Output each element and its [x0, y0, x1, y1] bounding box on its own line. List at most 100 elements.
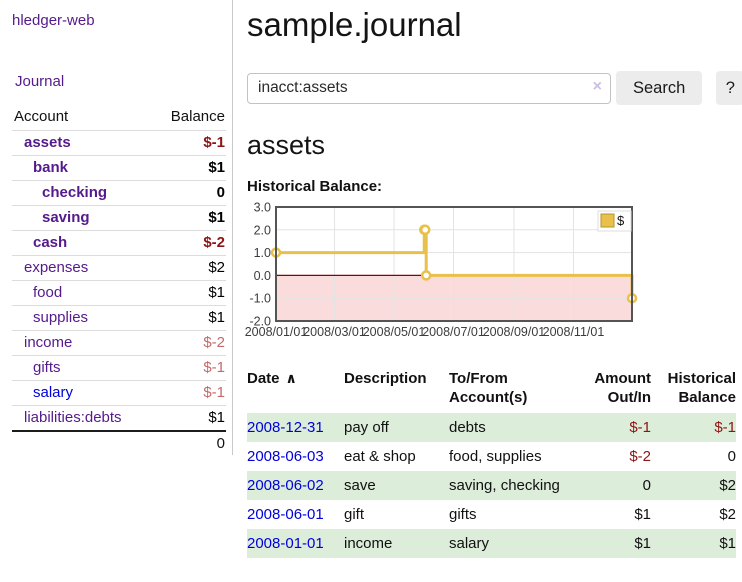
register-header-date[interactable]: Date ∧	[247, 370, 297, 387]
y-tick-label: -2.0	[249, 315, 271, 329]
register-accounts-cell: food, supplies	[449, 448, 542, 465]
account-balance: $1	[152, 280, 226, 306]
register-header-balance: Historical Balance	[667, 370, 736, 406]
account-name-cell: assets	[12, 130, 153, 156]
y-tick-label: 1.0	[254, 246, 271, 260]
register-row: 2008-06-02 save saving, checking 0 $2	[247, 471, 736, 500]
register-description-cell: save	[344, 477, 376, 494]
x-tick-label: 2008/01/01	[245, 325, 308, 339]
account-name-cell: salary	[12, 380, 153, 406]
register-row: 2008-06-01 gift gifts $1 $2	[247, 500, 736, 529]
register-balance-cell: 0	[727, 448, 736, 465]
x-tick-label: 2008/07/01	[422, 325, 485, 339]
accounts-table: Account Balance assets $-1 bank $1 checking 0…	[12, 104, 226, 455]
account-row: bank $1	[12, 155, 226, 181]
sort-asc-icon: ∧	[285, 370, 297, 386]
account-row: checking 0	[12, 180, 226, 206]
register-accounts-cell: debts	[449, 419, 486, 436]
brand-link[interactable]: hledger-web	[12, 12, 95, 29]
register-description-cell: pay off	[344, 419, 389, 436]
account-link-food[interactable]: food	[33, 284, 63, 301]
account-row: income $-2	[12, 330, 226, 356]
account-row: liabilities:debts $1	[12, 405, 226, 431]
transaction-date-link[interactable]: 2008-06-01	[247, 506, 324, 523]
register-header-description: Description	[344, 370, 427, 387]
account-link-cash[interactable]: cash	[33, 234, 68, 251]
account-row: salary $-1	[12, 380, 226, 406]
search-button[interactable]: Search	[616, 71, 703, 105]
account-row: expenses $2	[12, 255, 226, 281]
register-accounts-cell: saving, checking	[449, 477, 560, 494]
account-link-liabilities-debts[interactable]: liabilities:debts	[24, 409, 122, 426]
account-link-gifts[interactable]: gifts	[33, 359, 61, 376]
register-date-cell: 2008-12-31	[247, 413, 344, 442]
app-brand: hledger-web	[12, 12, 232, 29]
register-row: 2008-12-31 pay off debts $-1 $-1	[247, 413, 736, 442]
register-row: 2008-06-03 eat & shop food, supplies $-2 0	[247, 442, 736, 471]
account-name-cell: liabilities:debts	[12, 405, 153, 431]
account-link-income[interactable]: income	[24, 334, 73, 351]
account-balance: $1	[152, 405, 226, 431]
accounts-total-value: 0	[152, 430, 226, 455]
account-name-cell: bank	[12, 155, 153, 181]
account-balance: $1	[152, 305, 226, 331]
x-tick-label: 2008/05/01	[363, 325, 426, 339]
app-root: hledger-web Journal Account Balance asse…	[12, 0, 742, 558]
account-link-expenses[interactable]: expenses	[24, 259, 89, 276]
account-balance: $-2	[152, 230, 226, 256]
register-amount-cell: $1	[634, 535, 651, 552]
legend-swatch	[600, 213, 615, 228]
account-name-cell: expenses	[12, 255, 153, 281]
transaction-date-link[interactable]: 2008-12-31	[247, 419, 324, 436]
account-name-cell: checking	[12, 180, 153, 206]
transaction-date-link[interactable]: 2008-01-01	[247, 535, 324, 552]
help-button[interactable]: ?	[716, 71, 742, 105]
account-link-checking[interactable]: checking	[42, 184, 108, 201]
x-tick-label: 2008/09/01	[483, 325, 546, 339]
y-tick-label: -1.0	[249, 292, 271, 306]
legend-label: $	[617, 213, 625, 228]
main-content: sample.journal × Search ? assets Histori…	[233, 0, 742, 558]
register-amount-cell: $-1	[629, 419, 651, 436]
data-point[interactable]	[419, 224, 431, 236]
account-row: gifts $-1	[12, 355, 226, 381]
y-tick-label: 3.0	[254, 201, 271, 215]
account-balance: $-1	[152, 130, 226, 156]
account-balance: 0	[152, 180, 226, 206]
y-tick-label: 0.0	[254, 269, 271, 283]
account-balance: $-2	[152, 330, 226, 356]
search-input[interactable]	[247, 72, 611, 104]
sidebar-item-journal[interactable]: Journal	[15, 73, 65, 90]
account-link-saving[interactable]: saving	[42, 209, 90, 226]
account-link-salary[interactable]: salary	[33, 384, 74, 401]
register-balance-cell: $-1	[714, 419, 736, 436]
register-date-cell: 2008-06-02	[247, 471, 344, 500]
register-balance-cell: $2	[719, 477, 736, 494]
account-name-cell: gifts	[12, 355, 153, 381]
transaction-date-link[interactable]: 2008-06-03	[247, 448, 324, 465]
register-accounts-cell: salary	[449, 535, 490, 552]
account-link-assets[interactable]: assets	[24, 134, 71, 151]
transaction-date-link[interactable]: 2008-06-02	[247, 477, 324, 494]
accounts-header-account: Account	[14, 108, 69, 125]
accounts-total-row: 0	[12, 430, 226, 455]
register-balance-cell: $1	[719, 535, 736, 552]
accounts-header-row: Account Balance	[12, 104, 226, 131]
balance-chart: 3.0 2.0 1.0 0.0 -1.0 -2.02008/01/012008/03/01…	[245, 201, 638, 339]
sidebar-nav: Journal	[15, 73, 232, 90]
account-link-supplies[interactable]: supplies	[33, 309, 89, 326]
account-link-bank[interactable]: bank	[33, 159, 69, 176]
account-name-cell: supplies	[12, 305, 153, 331]
register-balance-cell: $2	[719, 506, 736, 523]
accounts-header-balance: Balance	[170, 108, 225, 125]
page-title: sample.journal	[247, 6, 462, 43]
account-row: food $1	[12, 280, 226, 306]
register-header-row: Date ∧ Description To/From Account(s) Amo…	[247, 367, 736, 413]
account-name-cell: cash	[12, 230, 153, 256]
data-point[interactable]	[420, 270, 432, 281]
account-row: saving $1	[12, 205, 226, 231]
account-title: assets	[247, 130, 326, 160]
clear-icon[interactable]: ×	[592, 77, 602, 95]
x-tick-label: 2008/03/01	[303, 325, 366, 339]
account-row: cash $-2	[12, 230, 226, 256]
